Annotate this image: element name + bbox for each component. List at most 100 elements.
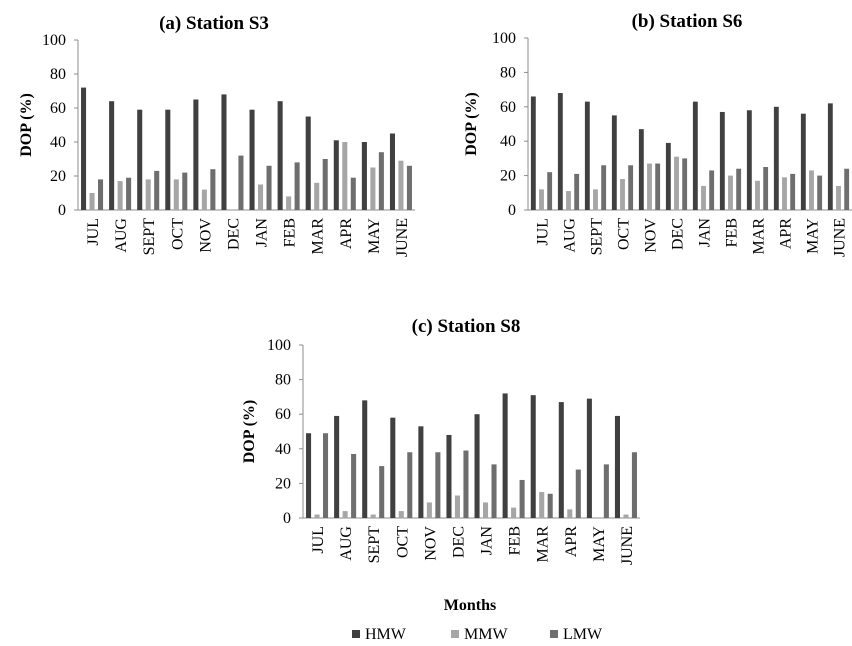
- bar-hmw-june: [389, 133, 395, 210]
- bar-mmw-jan: [701, 185, 706, 210]
- bar-mmw-jan: [258, 184, 264, 210]
- bar-hmw-june: [827, 103, 833, 210]
- bar-hmw-feb: [502, 393, 508, 518]
- x-tick-label: JUL: [535, 218, 552, 246]
- bar-lmw-apr: [790, 173, 796, 210]
- bar-lmw-jan: [266, 165, 272, 210]
- x-tick-label: FEB: [507, 526, 524, 555]
- legend-label: HMW: [365, 626, 407, 643]
- bar-hmw-dec: [446, 434, 452, 518]
- bar-mmw-aug: [117, 181, 123, 210]
- bar-lmw-nov: [655, 163, 661, 210]
- bar-lmw-jan: [491, 464, 497, 518]
- y-tick-label: 60: [50, 100, 66, 117]
- x-tick-label: JAN: [479, 526, 496, 556]
- bar-mmw-apr: [567, 509, 573, 518]
- bar-lmw-feb: [736, 168, 742, 210]
- x-tick-label: NOV: [197, 218, 214, 253]
- bar-hmw-jul: [306, 433, 312, 518]
- y-tick-label: 80: [500, 64, 516, 81]
- bar-mmw-jul: [539, 189, 544, 210]
- bar-lmw-dec: [463, 450, 469, 518]
- bar-hmw-sept: [137, 109, 143, 210]
- bar-lmw-may: [817, 175, 823, 210]
- bar-hmw-dec: [665, 142, 671, 210]
- bar-mmw-apr: [782, 177, 787, 210]
- bar-hmw-may: [361, 142, 367, 210]
- bar-hmw-jan: [474, 414, 480, 518]
- bar-mmw-nov: [426, 502, 432, 518]
- bar-mmw-sept: [593, 189, 598, 210]
- bar-hmw-jul: [530, 96, 536, 210]
- bar-lmw-aug: [574, 173, 580, 210]
- bar-mmw-sept: [145, 179, 151, 210]
- bar-hmw-may: [800, 113, 806, 210]
- bar-mmw-oct: [620, 179, 625, 210]
- bar-lmw-jul: [323, 433, 329, 518]
- legend-item-mmw: MMW: [451, 626, 508, 643]
- x-tick-label: MAR: [535, 526, 552, 563]
- legend-swatch: [352, 630, 360, 638]
- y-tick-label: 100: [492, 30, 516, 47]
- legend-label: LMW: [563, 626, 603, 643]
- x-tick-label: MAR: [310, 218, 327, 255]
- y-tick-label: 0: [58, 202, 66, 219]
- bar-mmw-oct: [173, 179, 179, 210]
- bar-mmw-jul: [89, 193, 95, 210]
- chart-panel-2: (b) Station S6 DOP (%) 0 20 40 60 80 100 JUL AUG S…: [463, 11, 852, 257]
- bar-hmw-jan: [249, 109, 255, 210]
- bar-lmw-june: [844, 168, 850, 210]
- y-axis-label: DOP (%): [463, 92, 480, 156]
- bar-hmw-nov: [638, 129, 644, 210]
- bar-lmw-oct: [407, 452, 413, 518]
- bar-mmw-apr: [342, 142, 348, 210]
- x-tick-label: DEC: [225, 218, 242, 250]
- x-tick-label: OCT: [169, 218, 186, 250]
- x-tick-label: MAY: [805, 218, 822, 254]
- x-tick-label: APR: [778, 218, 795, 249]
- legend-swatch: [451, 630, 459, 638]
- bar-hmw-oct: [165, 109, 171, 210]
- bar-hmw-aug: [557, 93, 563, 210]
- x-tick-label: JUNE: [832, 218, 849, 257]
- y-tick-label: 80: [50, 66, 66, 83]
- x-tick-label: APR: [563, 526, 580, 557]
- x-tick-label: SEPT: [141, 218, 158, 256]
- x-tick-label: NOV: [422, 526, 439, 561]
- x-tick-label: JUNE: [619, 526, 636, 565]
- x-tick-label: OCT: [394, 526, 411, 558]
- y-tick-label: 80: [275, 372, 291, 389]
- y-tick-label: 40: [50, 134, 66, 151]
- bar-lmw-sept: [379, 466, 385, 518]
- x-tick-label: NOV: [643, 218, 660, 253]
- legend-item-hmw: HMW: [352, 626, 407, 643]
- bar-hmw-jul: [81, 87, 87, 210]
- x-tick-label: JAN: [254, 218, 271, 248]
- bar-lmw-oct: [628, 165, 634, 210]
- bar-hmw-may: [586, 398, 592, 518]
- x-tick-label: SEPT: [589, 218, 606, 256]
- bar-lmw-sept: [154, 170, 160, 210]
- x-tick-label: DEC: [450, 526, 467, 558]
- bar-lmw-jul: [98, 179, 104, 210]
- bar-hmw-feb: [277, 101, 283, 210]
- bar-lmw-dec: [238, 155, 244, 210]
- bar-hmw-dec: [221, 94, 227, 210]
- bar-lmw-apr: [350, 177, 356, 210]
- bar-mmw-may: [370, 167, 376, 210]
- bar-mmw-aug: [342, 511, 348, 518]
- bar-mmw-june: [398, 160, 404, 210]
- bar-lmw-mar: [547, 493, 553, 518]
- chart-title: (b) Station S6: [632, 11, 743, 32]
- bar-hmw-apr: [333, 140, 339, 210]
- chart-panel-1: (a) Station S3 DOP (%) 0 20 40 60 80 100 JUL AUG S…: [18, 13, 415, 257]
- bar-hmw-oct: [390, 417, 396, 518]
- x-tick-label: OCT: [616, 218, 633, 250]
- chart-title: (c) Station S8: [412, 316, 521, 337]
- bar-mmw-sept: [370, 514, 376, 518]
- bar-lmw-aug: [351, 453, 357, 518]
- y-tick-label: 60: [500, 99, 516, 116]
- bar-mmw-feb: [511, 507, 517, 518]
- bar-mmw-oct: [398, 511, 404, 518]
